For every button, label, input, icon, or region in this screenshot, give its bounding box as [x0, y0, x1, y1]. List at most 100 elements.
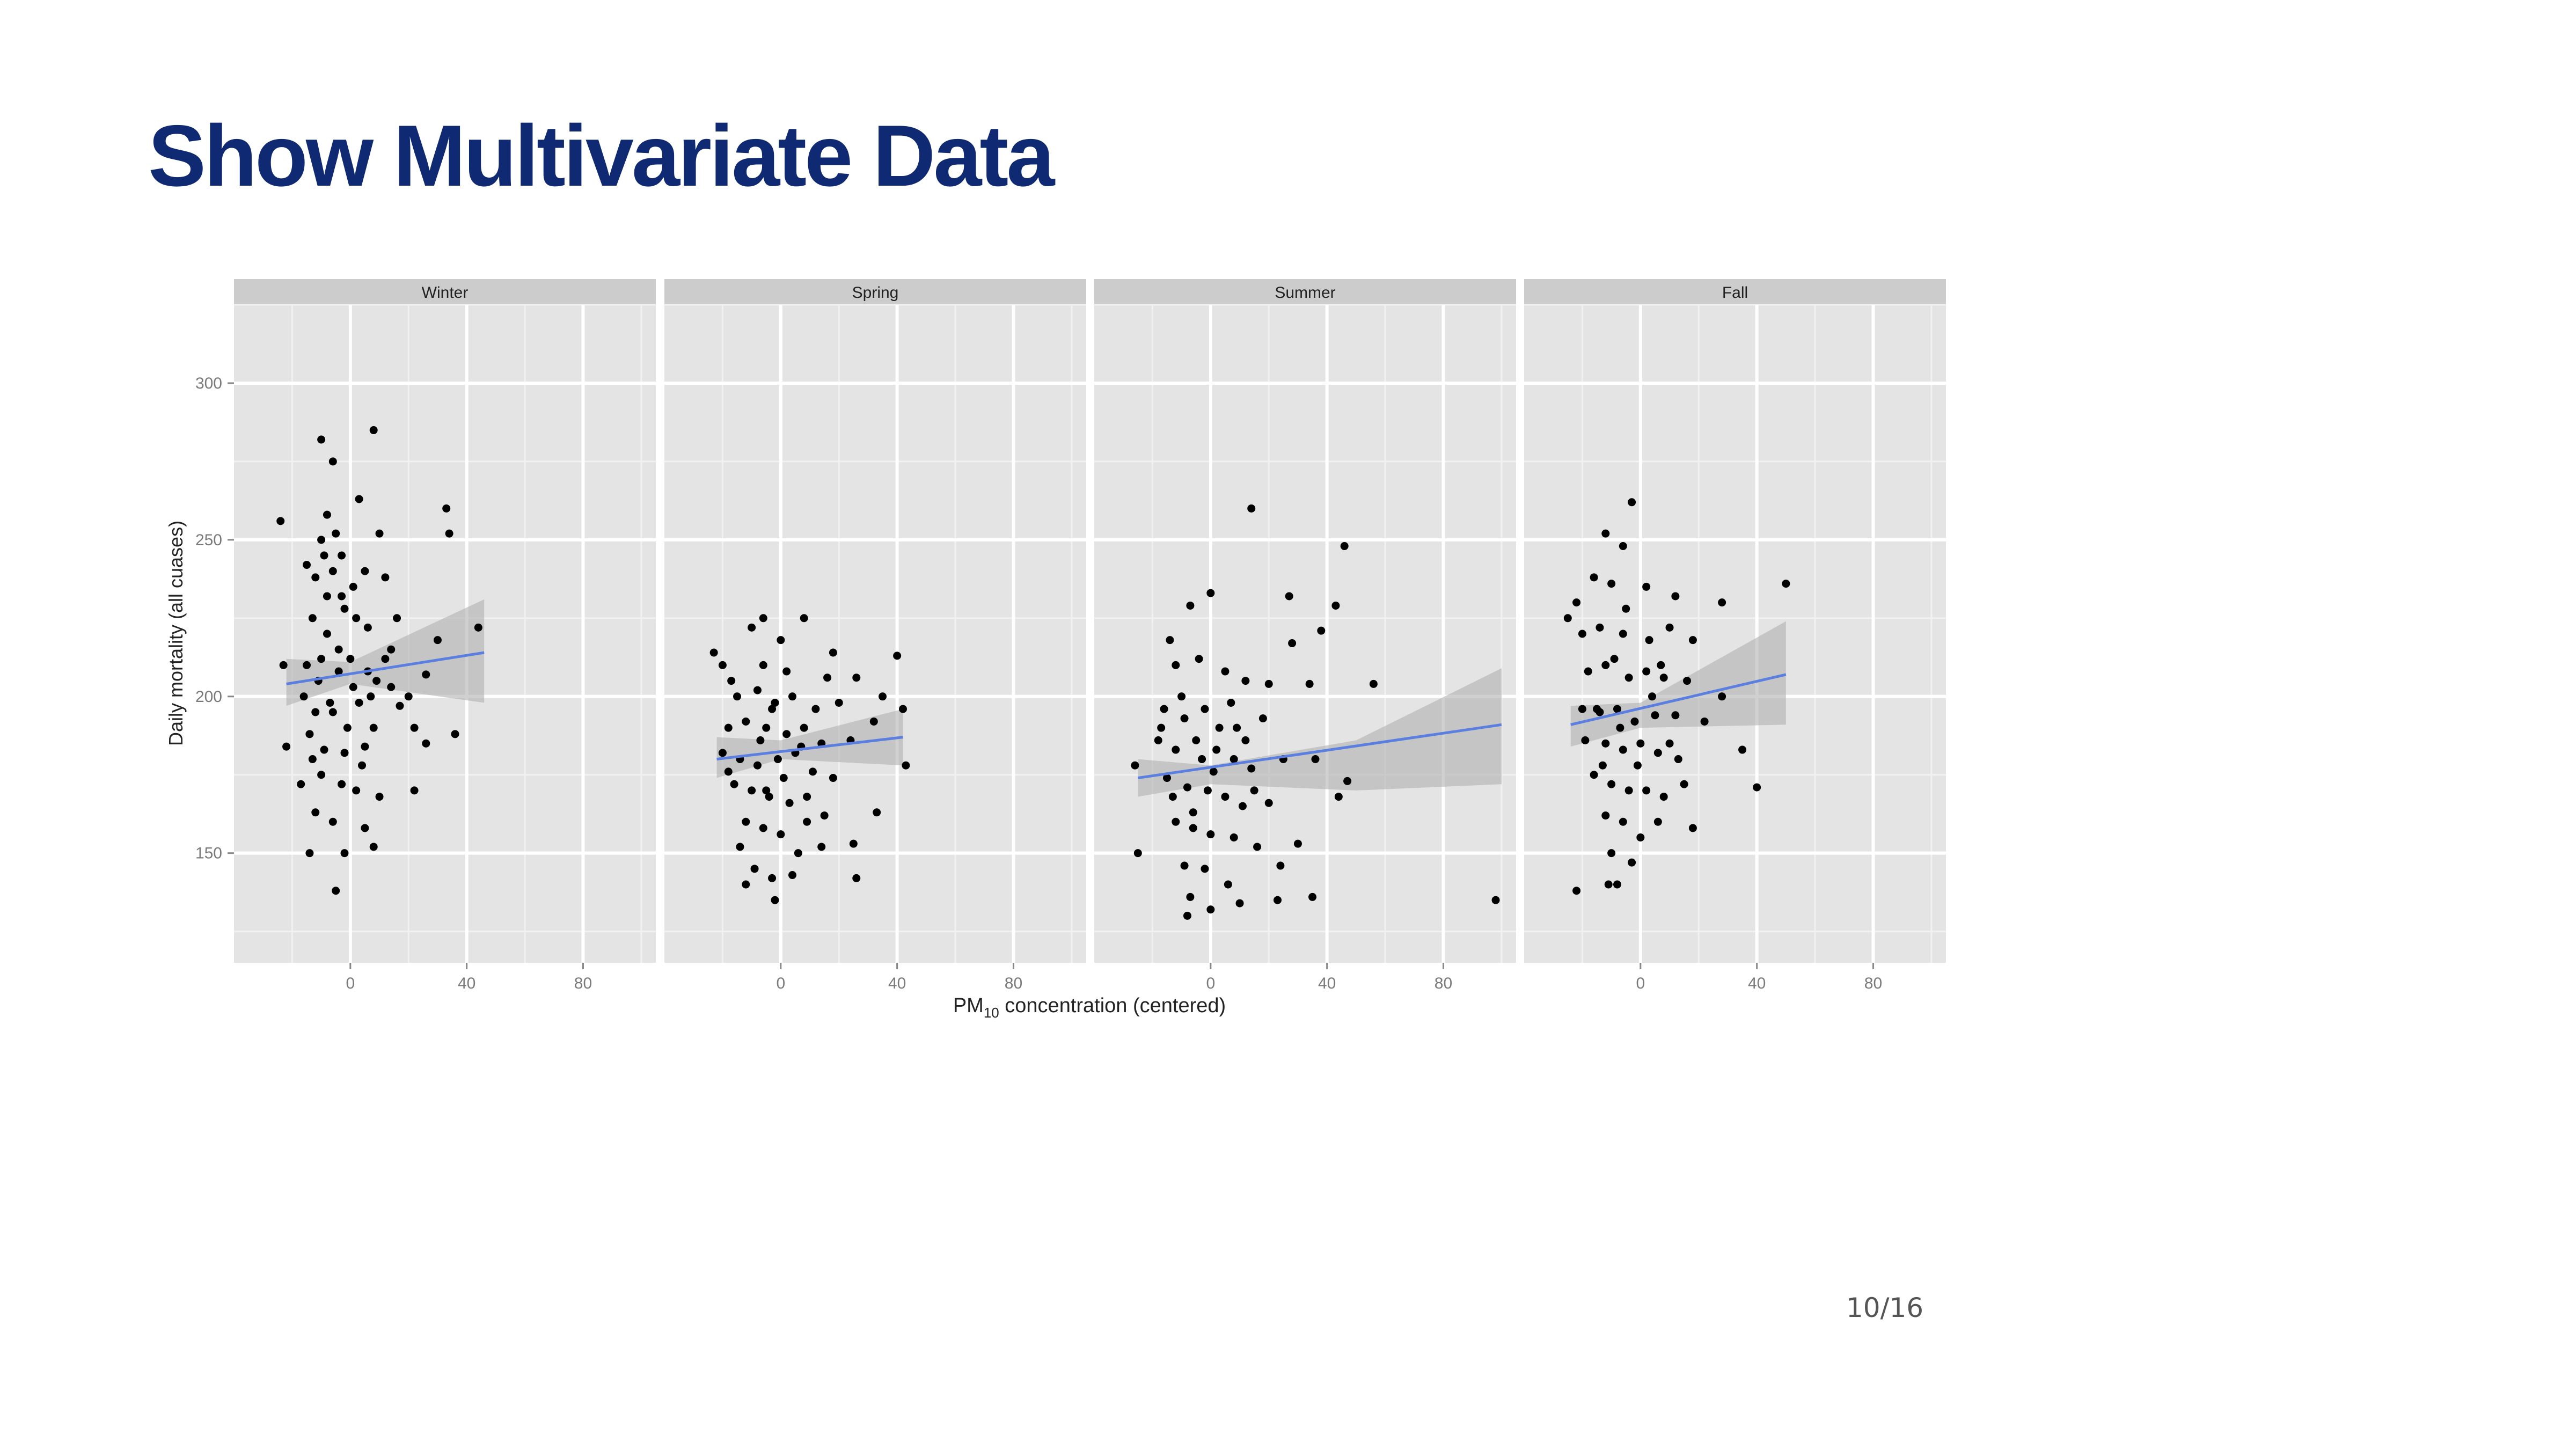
data-point — [788, 871, 797, 880]
data-point — [1172, 817, 1180, 826]
panel-background — [664, 305, 1086, 963]
facet-strip — [234, 279, 656, 305]
data-point — [852, 874, 861, 882]
data-point — [381, 655, 390, 663]
x-axis-title: PM10 concentration (centered) — [953, 994, 1226, 1021]
data-point — [317, 655, 326, 663]
data-point — [1601, 661, 1610, 669]
data-point — [779, 774, 788, 782]
x-tick-label: 0 — [1636, 975, 1645, 992]
data-point — [808, 767, 817, 776]
data-point — [823, 674, 832, 682]
data-point — [1172, 661, 1180, 669]
data-point — [709, 648, 718, 657]
data-point — [311, 573, 320, 582]
data-point — [1163, 774, 1172, 782]
data-point — [1288, 639, 1297, 648]
data-point — [311, 708, 320, 716]
data-point — [1198, 755, 1206, 764]
data-point — [1212, 745, 1221, 754]
data-point — [305, 849, 314, 858]
data-point — [1195, 655, 1203, 663]
data-point — [1601, 739, 1610, 748]
data-point — [1221, 793, 1230, 801]
data-point — [718, 749, 727, 757]
facet-label: Fall — [1722, 284, 1748, 302]
data-point — [338, 780, 346, 788]
data-point — [759, 661, 767, 669]
data-point — [1180, 861, 1189, 870]
data-point — [1665, 623, 1674, 632]
data-point — [1221, 667, 1230, 676]
data-point — [742, 880, 750, 889]
data-point — [835, 698, 843, 707]
data-point — [1596, 623, 1604, 632]
data-point — [1203, 786, 1212, 795]
data-point — [852, 674, 861, 682]
data-point — [800, 723, 808, 732]
data-point — [474, 623, 482, 632]
data-point — [1688, 636, 1697, 645]
fit-line — [1137, 723, 1502, 780]
data-point — [724, 767, 733, 776]
data-point — [879, 692, 887, 701]
data-point — [753, 686, 762, 694]
data-point — [829, 648, 837, 657]
data-point — [320, 551, 328, 560]
data-point — [1683, 677, 1692, 685]
data-point — [1235, 899, 1244, 908]
data-point — [1630, 717, 1639, 726]
data-point — [1572, 887, 1581, 895]
data-point — [773, 755, 782, 764]
data-point — [451, 730, 459, 738]
data-point — [410, 723, 419, 732]
data-point — [817, 843, 826, 851]
data-point — [381, 573, 390, 582]
data-point — [1619, 817, 1627, 826]
data-point — [782, 730, 791, 738]
data-point — [1653, 817, 1662, 826]
data-point — [1636, 833, 1645, 841]
data-point — [1607, 580, 1616, 588]
data-point — [1201, 865, 1209, 873]
data-point — [811, 705, 820, 713]
data-point — [869, 717, 878, 726]
data-point — [369, 843, 378, 851]
data-point — [282, 742, 291, 751]
facet-strip — [1524, 279, 1946, 305]
data-point — [323, 630, 331, 638]
y-tick-label: 200 — [195, 688, 222, 706]
data-point — [742, 817, 750, 826]
data-point — [1651, 711, 1659, 720]
data-point — [326, 698, 334, 707]
data-point — [1642, 582, 1651, 591]
data-point — [303, 661, 311, 669]
data-point — [1160, 705, 1168, 713]
data-point — [363, 623, 372, 632]
data-point — [328, 817, 337, 826]
data-point — [320, 745, 328, 754]
data-point — [1369, 679, 1378, 688]
data-point — [1572, 598, 1581, 607]
data-point — [1340, 542, 1349, 551]
data-point — [346, 655, 355, 663]
data-point — [1610, 655, 1619, 663]
confidence-band — [1570, 621, 1786, 747]
data-point — [777, 636, 785, 645]
data-point — [1253, 843, 1262, 851]
data-point — [375, 529, 384, 538]
data-point — [367, 692, 375, 701]
data-point — [759, 824, 767, 832]
data-point — [279, 661, 288, 669]
data-point — [1659, 793, 1668, 801]
data-point — [1642, 786, 1651, 795]
data-point — [422, 739, 430, 748]
data-point — [1584, 667, 1592, 676]
data-point — [1192, 736, 1201, 744]
data-point — [742, 717, 750, 726]
data-point — [422, 670, 430, 679]
data-point — [311, 808, 320, 817]
data-point — [1636, 739, 1645, 748]
data-point — [1230, 755, 1238, 764]
data-point — [1598, 761, 1607, 770]
